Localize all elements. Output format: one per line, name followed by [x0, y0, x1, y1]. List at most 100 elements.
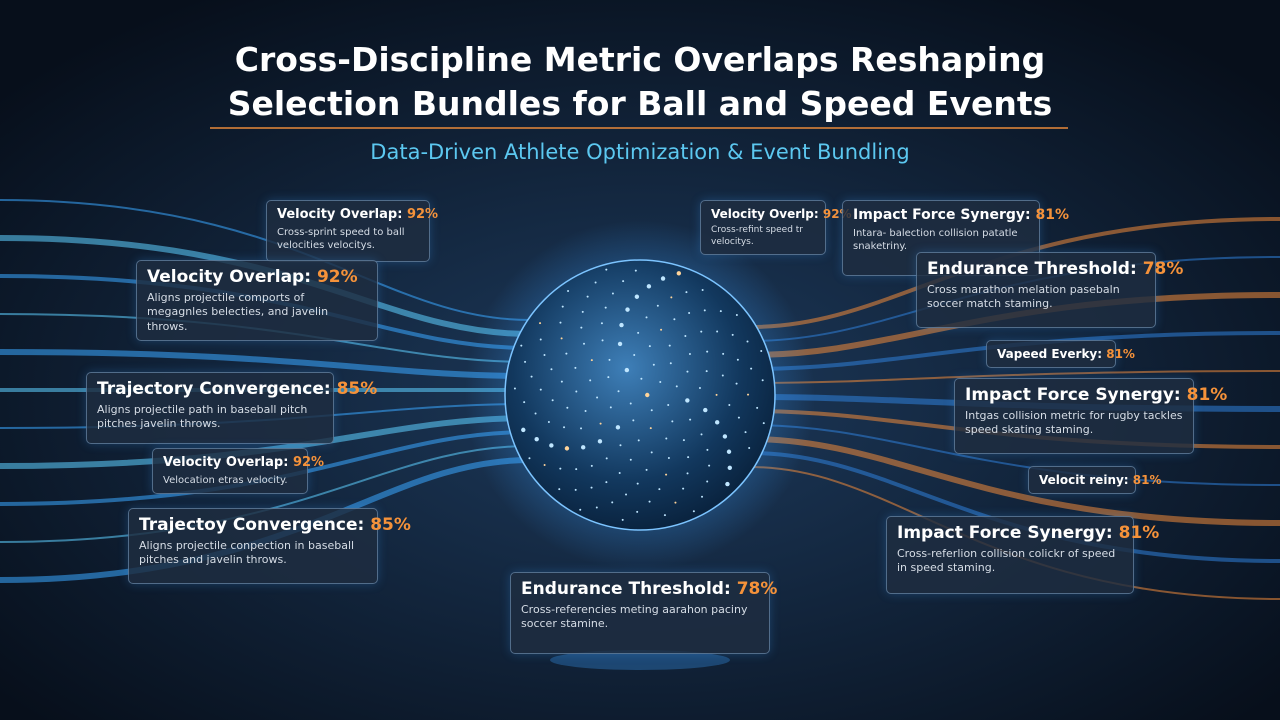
card-desc: Cross-sprint speed to ball velocities ve…	[277, 227, 405, 251]
globe-dot	[583, 342, 586, 345]
globe-dot	[580, 445, 586, 450]
globe-dot	[539, 322, 542, 325]
globe-dot	[513, 387, 516, 390]
globe-dot	[692, 510, 695, 513]
globe-dot	[714, 420, 720, 425]
globe-dot	[560, 337, 563, 340]
card-desc: Aligns projectile conpection in baseball…	[139, 539, 355, 567]
globe-dot	[567, 289, 570, 292]
globe-dot	[549, 443, 554, 448]
globe-dot	[700, 433, 703, 436]
globe-dot	[590, 464, 593, 467]
globe-dot	[607, 376, 610, 379]
globe-dot	[596, 396, 599, 399]
card-desc: Aligns projectile path in baseball pitch…	[97, 403, 308, 431]
globe-dot	[523, 401, 526, 404]
card-title: Endurance Threshold: 78%	[927, 259, 1183, 279]
globe-dot	[722, 434, 728, 439]
globe-dot	[564, 446, 570, 451]
card-label: Impact Force Synergy:	[965, 385, 1181, 405]
globe-dot	[698, 387, 701, 390]
globe-dot	[719, 310, 722, 313]
globe-dot	[608, 358, 611, 361]
globe-dot	[652, 363, 655, 366]
metric-card: Impact Force Synergy: 81% Intgas collisio…	[954, 378, 1227, 454]
card-value: 81%	[1118, 523, 1160, 543]
globe-dot	[634, 269, 637, 272]
stream	[749, 451, 1280, 563]
card-value: 85%	[370, 515, 411, 535]
globe-dot	[594, 281, 597, 284]
globe-dot	[559, 321, 562, 324]
globe-dot	[675, 385, 678, 388]
globe-dot	[559, 467, 562, 470]
card-title: Endurance Threshold: 78%	[521, 579, 777, 599]
globe-dot	[640, 377, 643, 380]
globe-dot	[645, 392, 650, 398]
globe-dot	[601, 339, 604, 342]
globe-dot	[565, 352, 568, 355]
globe-dot	[605, 457, 608, 460]
globe-dot	[684, 334, 687, 337]
card-label: Velocity Overlap:	[163, 455, 289, 470]
globe-dot	[580, 427, 583, 430]
globe-dot	[625, 307, 630, 312]
globe-dot	[599, 422, 602, 425]
globe-dot	[637, 439, 640, 442]
card-label: Impact Force Synergy:	[853, 207, 1031, 223]
globe-dot	[685, 291, 688, 294]
globe-dot	[534, 436, 539, 442]
card-desc: Intgas collision metric for rugby tackle…	[965, 409, 1183, 437]
globe-dot	[584, 410, 587, 413]
globe-dot	[760, 350, 763, 353]
globe-dot	[524, 360, 527, 363]
card-label: Trajectory Convergence:	[97, 379, 331, 399]
globe-dot	[611, 292, 614, 295]
card-value: 78%	[1142, 259, 1184, 279]
globe-dot	[605, 481, 608, 484]
card-title: Impact Force Synergy: 81%	[965, 385, 1227, 405]
globe-dot	[748, 447, 751, 450]
globe-dot	[648, 345, 651, 348]
card-desc: Velocation etras velocity.	[163, 475, 288, 486]
globe-dot	[728, 404, 731, 407]
globe-dot	[645, 316, 648, 319]
globe-dot	[636, 482, 639, 485]
card-title: Impact Force Synergy: 81%	[897, 523, 1159, 543]
stream	[0, 445, 531, 543]
globe-dot	[706, 480, 709, 483]
globe-dot	[550, 368, 553, 371]
card-value: 78%	[736, 579, 778, 599]
card-value: 81%	[1132, 473, 1162, 487]
card-label: Velocity Overlap:	[147, 267, 312, 287]
globe-dot	[687, 456, 690, 459]
globe-dot	[580, 326, 583, 329]
globe-dot	[619, 322, 624, 328]
card-title: Velocit reiny: 81%	[1039, 473, 1162, 487]
globe-dot	[746, 340, 749, 343]
globe-dot	[539, 388, 542, 391]
globe-dot	[670, 296, 673, 299]
globe-dot	[736, 358, 739, 361]
globe-dot	[731, 333, 734, 336]
globe-dot	[558, 488, 561, 491]
subtitle: Data-Driven Athlete Optimization & Event…	[370, 140, 910, 164]
card-desc: Cross marathon melation pasebaln soccer …	[927, 283, 1120, 311]
card-title: Trajectory Convergence: 85%	[97, 379, 377, 399]
globe-dot	[716, 330, 719, 333]
globe-dot	[521, 427, 526, 433]
globe-dot	[735, 382, 738, 385]
globe-dot	[575, 390, 578, 393]
globe-dot	[561, 305, 564, 308]
globe-dot	[617, 390, 620, 393]
globe-dot	[589, 379, 592, 382]
card-title: Vapeed Everky: 81%	[997, 347, 1135, 361]
globe-dot	[671, 420, 674, 423]
globe-dot	[700, 330, 703, 333]
globe-dot	[590, 359, 593, 362]
globe-dot	[667, 404, 670, 407]
card-title: Velocity Overlap: 92%	[147, 267, 367, 287]
globe-dot	[622, 280, 625, 283]
globe-dot	[637, 331, 640, 334]
globe-dot	[581, 310, 584, 313]
